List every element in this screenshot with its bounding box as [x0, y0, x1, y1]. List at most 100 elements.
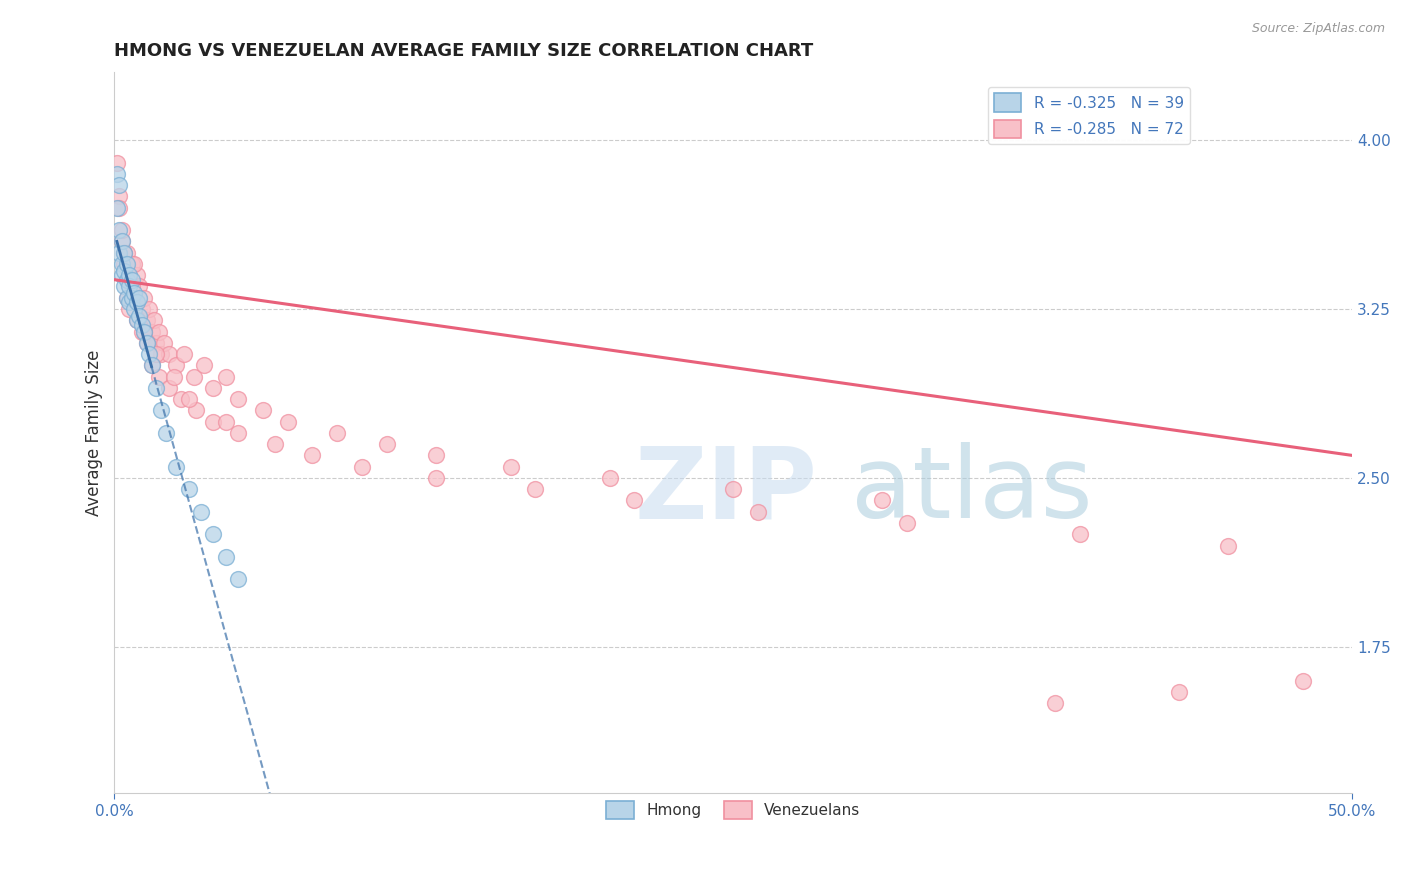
Point: [202, 415, 225, 429]
Point: [190, 505, 212, 519]
Point: [115, 273, 138, 287]
Point: [131, 301, 153, 316]
Point: [108, 201, 131, 215]
Point: [723, 482, 745, 496]
Point: [226, 392, 249, 406]
Point: [112, 257, 135, 271]
Point: [170, 392, 193, 406]
Point: [118, 268, 141, 283]
Point: [108, 178, 131, 192]
Point: [150, 403, 173, 417]
Point: [326, 425, 349, 440]
Point: [118, 268, 141, 283]
Point: [177, 482, 200, 496]
Point: [125, 313, 148, 327]
Point: [125, 268, 148, 283]
Point: [1168, 685, 1191, 699]
Point: [121, 291, 143, 305]
Point: [112, 279, 135, 293]
Text: Source: ZipAtlas.com: Source: ZipAtlas.com: [1251, 22, 1385, 36]
Point: [125, 313, 148, 327]
Point: [375, 437, 398, 451]
Point: [623, 493, 645, 508]
Text: ZIP: ZIP: [634, 442, 817, 539]
Point: [112, 245, 135, 260]
Point: [105, 155, 128, 169]
Point: [115, 257, 138, 271]
Point: [122, 257, 145, 271]
Point: [499, 459, 522, 474]
Point: [226, 572, 249, 586]
Point: [425, 471, 447, 485]
Point: [202, 381, 225, 395]
Point: [108, 223, 131, 237]
Point: [1218, 539, 1240, 553]
Legend: Hmong, Venezuelans: Hmong, Venezuelans: [600, 795, 866, 825]
Point: [115, 291, 138, 305]
Point: [150, 347, 173, 361]
Point: [524, 482, 547, 496]
Point: [264, 437, 287, 451]
Point: [135, 335, 157, 350]
Point: [111, 257, 134, 271]
Point: [105, 167, 128, 181]
Point: [135, 335, 157, 350]
Point: [105, 201, 128, 215]
Point: [111, 235, 134, 249]
Point: [145, 347, 167, 361]
Point: [112, 245, 135, 260]
Point: [138, 301, 160, 316]
Point: [112, 263, 135, 277]
Point: [215, 415, 238, 429]
Point: [193, 359, 215, 373]
Point: [122, 291, 145, 305]
Point: [177, 392, 200, 406]
Point: [108, 245, 131, 260]
Point: [747, 505, 769, 519]
Point: [111, 235, 134, 249]
Point: [111, 268, 134, 283]
Point: [252, 403, 274, 417]
Point: [111, 223, 134, 237]
Point: [301, 449, 323, 463]
Point: [128, 279, 150, 293]
Point: [118, 295, 141, 310]
Point: [115, 245, 138, 260]
Point: [141, 359, 163, 373]
Point: [131, 325, 153, 339]
Point: [226, 425, 249, 440]
Point: [121, 279, 143, 293]
Point: [184, 403, 207, 417]
Point: [121, 257, 143, 271]
Point: [141, 359, 163, 373]
Point: [134, 325, 156, 339]
Text: atlas: atlas: [851, 442, 1092, 539]
Point: [157, 381, 180, 395]
Point: [277, 415, 299, 429]
Point: [425, 449, 447, 463]
Point: [135, 313, 157, 327]
Point: [145, 381, 167, 395]
Point: [121, 273, 143, 287]
Point: [143, 313, 166, 327]
Point: [599, 471, 621, 485]
Point: [118, 279, 141, 293]
Point: [118, 301, 141, 316]
Point: [165, 459, 187, 474]
Point: [125, 295, 148, 310]
Point: [148, 325, 170, 339]
Point: [1069, 527, 1091, 541]
Point: [134, 325, 156, 339]
Point: [183, 369, 205, 384]
Point: [138, 347, 160, 361]
Point: [163, 369, 186, 384]
Point: [128, 309, 150, 323]
Point: [173, 347, 195, 361]
Point: [215, 369, 238, 384]
Point: [155, 425, 177, 440]
Text: HMONG VS VENEZUELAN AVERAGE FAMILY SIZE CORRELATION CHART: HMONG VS VENEZUELAN AVERAGE FAMILY SIZE …: [114, 42, 814, 60]
Point: [108, 189, 131, 203]
Point: [1292, 673, 1315, 688]
Point: [115, 291, 138, 305]
Point: [896, 516, 918, 530]
